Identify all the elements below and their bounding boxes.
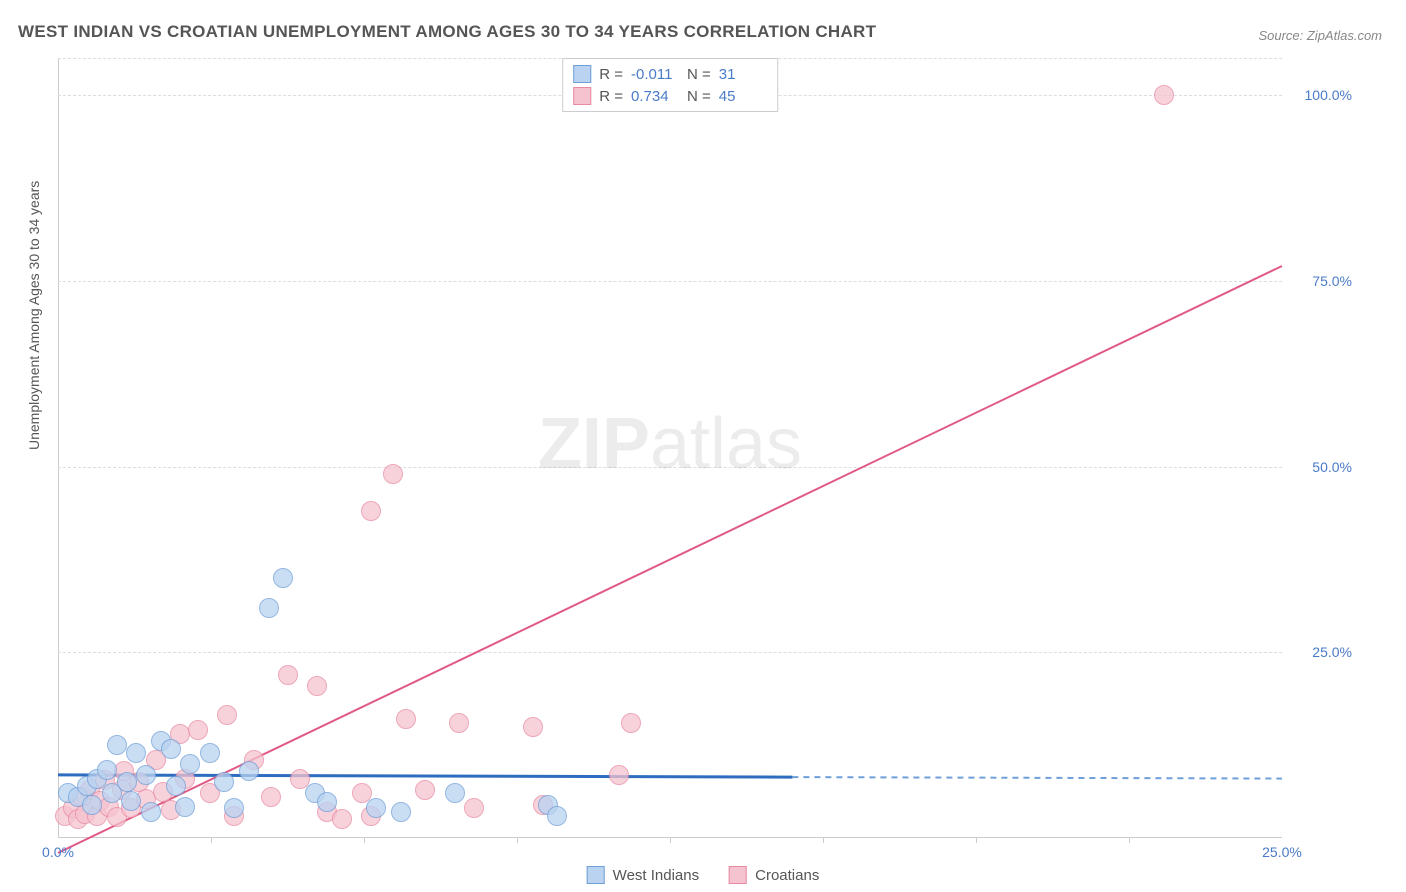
scatter-point-west-indians [107,735,127,755]
scatter-point-west-indians [259,598,279,618]
scatter-point-west-indians [141,802,161,822]
stats-row-west-indians: R = -0.011 N = 31 [573,63,767,85]
scatter-point-croatians [396,709,416,729]
n-label: N = [687,88,711,105]
chart-title: WEST INDIAN VS CROATIAN UNEMPLOYMENT AMO… [18,22,876,42]
x-minor-tick [823,838,824,843]
legend-item-croatians: Croatians [729,866,819,884]
x-minor-tick [517,838,518,843]
legend-label-west-indians: West Indians [613,867,699,884]
y-tick-label: 100.0% [1294,87,1364,103]
r-label: R = [599,66,623,83]
scatter-point-croatians [621,713,641,733]
r-label: R = [599,88,623,105]
scatter-point-west-indians [200,743,220,763]
swatch-croatians [573,87,591,105]
scatter-point-croatians [383,464,403,484]
x-minor-tick [670,838,671,843]
n-value-croatians: 45 [719,88,767,105]
scatter-point-croatians [609,765,629,785]
scatter-point-west-indians [445,783,465,803]
scatter-point-west-indians [175,797,195,817]
scatter-point-west-indians [121,791,141,811]
r-value-croatians: 0.734 [631,88,679,105]
legend-label-croatians: Croatians [755,867,819,884]
y-tick-label: 25.0% [1294,644,1364,660]
scatter-point-west-indians [126,743,146,763]
legend-item-west-indians: West Indians [587,866,699,884]
scatter-point-croatians [332,809,352,829]
stats-legend: R = -0.011 N = 31 R = 0.734 N = 45 [562,58,778,112]
regression-line [792,777,1282,778]
x-minor-tick [364,838,365,843]
x-minor-tick [1129,838,1130,843]
scatter-point-croatians [307,676,327,696]
scatter-point-west-indians [117,772,137,792]
x-tick-label: 25.0% [1262,844,1302,860]
r-value-west-indians: -0.011 [631,66,679,83]
scatter-point-croatians [523,717,543,737]
scatter-point-croatians [464,798,484,818]
chart-area: ZIPatlas R = -0.011 N = 31 R = 0.734 N =… [58,58,1282,838]
scatter-point-west-indians [180,754,200,774]
scatter-point-west-indians [97,760,117,780]
n-value-west-indians: 31 [719,66,767,83]
scatter-point-west-indians [239,761,259,781]
scatter-point-west-indians [214,772,234,792]
scatter-point-croatians [415,780,435,800]
x-minor-tick [976,838,977,843]
y-tick-label: 75.0% [1294,273,1364,289]
x-minor-tick [211,838,212,843]
scatter-point-west-indians [166,776,186,796]
scatter-point-west-indians [317,792,337,812]
stats-row-croatians: R = 0.734 N = 45 [573,85,767,107]
scatter-point-west-indians [136,765,156,785]
scatter-point-west-indians [82,795,102,815]
x-tick-label: 0.0% [42,844,74,860]
scatter-point-croatians [449,713,469,733]
scatter-point-west-indians [161,739,181,759]
bottom-legend: West Indians Croatians [587,866,820,884]
scatter-point-west-indians [366,798,386,818]
y-tick-label: 50.0% [1294,459,1364,475]
scatter-point-west-indians [273,568,293,588]
scatter-point-croatians [188,720,208,740]
scatter-point-west-indians [224,798,244,818]
n-label: N = [687,66,711,83]
chart-svg-overlay [58,58,1282,838]
regression-line [58,775,792,777]
scatter-point-croatians [278,665,298,685]
y-axis-label: Unemployment Among Ages 30 to 34 years [26,181,42,450]
swatch-west-indians [573,65,591,83]
scatter-point-croatians [217,705,237,725]
scatter-point-croatians [261,787,281,807]
scatter-point-west-indians [547,806,567,826]
scatter-point-croatians [1154,85,1174,105]
scatter-point-west-indians [391,802,411,822]
legend-swatch-west-indians [587,866,605,884]
legend-swatch-croatians [729,866,747,884]
source-attribution: Source: ZipAtlas.com [1258,28,1382,43]
scatter-point-croatians [361,501,381,521]
